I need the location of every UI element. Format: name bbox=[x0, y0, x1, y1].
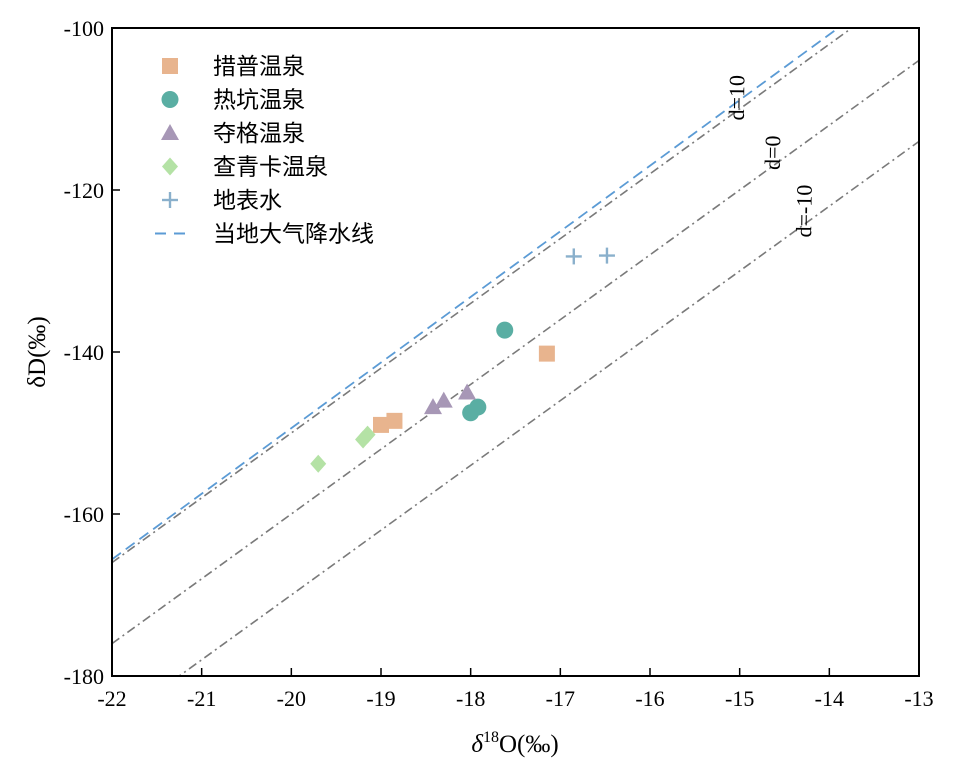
x-axis: -22 -21 -20 -19 -18 -17 -16 -15 -14 -13 bbox=[97, 668, 934, 711]
x-tick-label: -16 bbox=[635, 686, 664, 711]
data-point-rekeng bbox=[496, 321, 514, 339]
legend-label: 措普温泉 bbox=[213, 54, 305, 80]
lmwl-line bbox=[112, 28, 840, 561]
legend-marker-duoge bbox=[161, 124, 179, 140]
data-points bbox=[310, 247, 615, 473]
legend-label: 当地大气降水线 bbox=[213, 222, 374, 248]
data-point-surface bbox=[598, 247, 615, 264]
legend-marker-surface bbox=[162, 192, 178, 208]
x-tick-label: -13 bbox=[904, 686, 933, 711]
x-tick-label: -20 bbox=[277, 686, 306, 711]
legend-marker-chaqingka bbox=[162, 157, 178, 176]
y-tick-label: -140 bbox=[64, 340, 104, 365]
data-point-cuopu bbox=[373, 416, 389, 433]
data-point-cuopu bbox=[538, 345, 555, 362]
y-tick-label: -100 bbox=[64, 16, 104, 41]
reference-line bbox=[112, 28, 854, 564]
data-point-chaqingka bbox=[359, 425, 376, 444]
legend-label: 夺格温泉 bbox=[213, 121, 305, 147]
data-point-duoge bbox=[424, 398, 443, 415]
x-tick-label: -22 bbox=[97, 686, 126, 711]
reference-line bbox=[177, 140, 919, 676]
y-tick-label: -180 bbox=[64, 664, 104, 689]
reference-line-label: d=-10 bbox=[791, 185, 817, 238]
legend-label: 地表水 bbox=[213, 188, 282, 214]
legend-label: 热坑温泉 bbox=[213, 88, 305, 114]
legend-marker-cuopu bbox=[162, 58, 178, 74]
x-tick-label: -17 bbox=[546, 686, 575, 711]
x-tick-label: -19 bbox=[366, 686, 395, 711]
y-tick-label: -160 bbox=[64, 502, 104, 527]
legend-marker-rekeng bbox=[161, 91, 179, 108]
x-tick-label: -18 bbox=[456, 686, 485, 711]
x-tick-label: -14 bbox=[815, 686, 844, 711]
x-tick-label: -21 bbox=[187, 686, 216, 711]
lmwl-layer bbox=[112, 28, 840, 561]
reference-line-label: d=10 bbox=[724, 75, 750, 121]
y-axis: -180 -160 -140 -120 -100 bbox=[64, 16, 120, 689]
reference-line-labels: d=10 d=0d=-10 bbox=[724, 75, 817, 238]
x-tick-label: -15 bbox=[725, 686, 754, 711]
reference-lines bbox=[112, 28, 919, 676]
data-point-duoge bbox=[458, 383, 477, 400]
data-point-chaqingka bbox=[310, 454, 327, 473]
x-axis-title: δ18O(‰) bbox=[471, 729, 558, 758]
y-tick-label: -120 bbox=[64, 178, 104, 203]
reference-line bbox=[112, 59, 919, 645]
y-axis-title: δD(‰) bbox=[24, 316, 51, 387]
reference-line-label: d=0 bbox=[760, 135, 785, 170]
data-point-rekeng bbox=[469, 398, 487, 416]
data-point-duoge bbox=[434, 391, 453, 408]
data-point-cuopu bbox=[386, 412, 403, 429]
legend-label: 查青卡温泉 bbox=[213, 155, 328, 181]
data-point-surface bbox=[565, 248, 582, 265]
